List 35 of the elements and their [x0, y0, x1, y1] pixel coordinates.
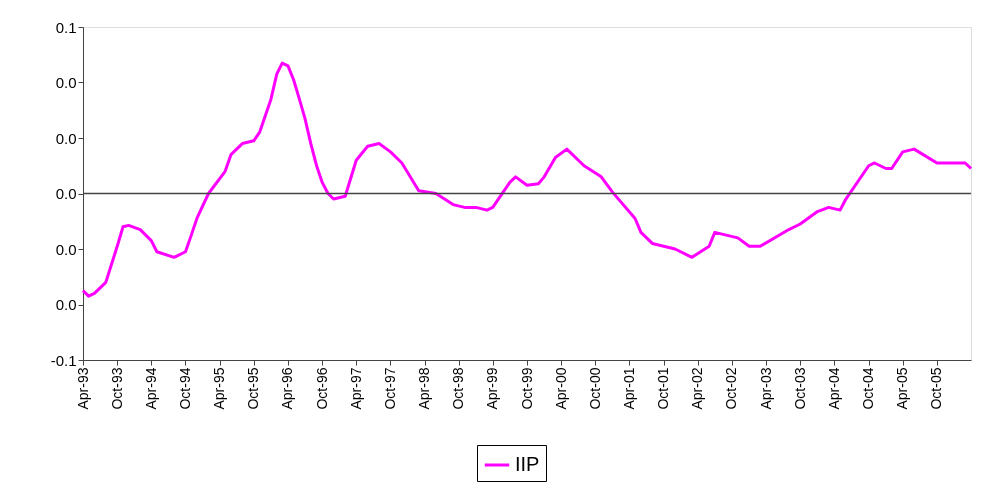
x-tick-label: Oct-04 [860, 367, 877, 410]
x-tick-label: Apr-02 [689, 367, 706, 410]
x-tick-label: Oct-02 [723, 367, 740, 410]
x-tick-label: Oct-00 [586, 367, 603, 410]
x-tick-label: Apr-03 [757, 367, 774, 410]
y-tick-label: 0.0 [55, 240, 77, 258]
legend-label: IIP [515, 453, 540, 475]
x-tick-label: Oct-01 [655, 367, 672, 410]
x-tick-label: Apr-95 [211, 367, 228, 410]
x-tick-label: Oct-93 [108, 367, 125, 410]
x-tick-label: Apr-96 [279, 367, 296, 410]
x-tick-label: Apr-93 [74, 367, 91, 410]
x-tick-label: Oct-96 [313, 367, 330, 410]
x-tick-label: Oct-05 [928, 367, 945, 410]
x-tick-label: Apr-00 [552, 367, 569, 410]
y-tick-label: 0.1 [55, 18, 77, 36]
y-tick-label: 0.0 [55, 296, 77, 313]
line-series [81, 61, 973, 298]
y-tick-label: 0.0 [55, 185, 77, 202]
x-tick-label: Apr-97 [347, 367, 364, 410]
x-tick-label: Oct-99 [518, 367, 535, 410]
x-tick-label: Oct-98 [450, 367, 467, 410]
x-tick-label: Oct-03 [791, 367, 808, 410]
x-tick-label: Apr-94 [142, 367, 159, 410]
x-tick-label: Oct-94 [176, 367, 193, 410]
x-tick-label: Oct-95 [245, 367, 262, 410]
x-tick-label: Apr-04 [825, 367, 842, 410]
x-tick-label: Apr-99 [484, 367, 501, 410]
y-tick-label: -0.1 [50, 351, 77, 369]
x-tick-label: Apr-05 [894, 367, 911, 410]
y-tick-label: 0.0 [55, 74, 77, 91]
x-tick-label: Oct-97 [381, 367, 398, 410]
x-tick-label: Apr-01 [620, 367, 637, 410]
x-tick-label: Apr-98 [416, 367, 433, 410]
y-tick-label: 0.0 [55, 129, 77, 147]
